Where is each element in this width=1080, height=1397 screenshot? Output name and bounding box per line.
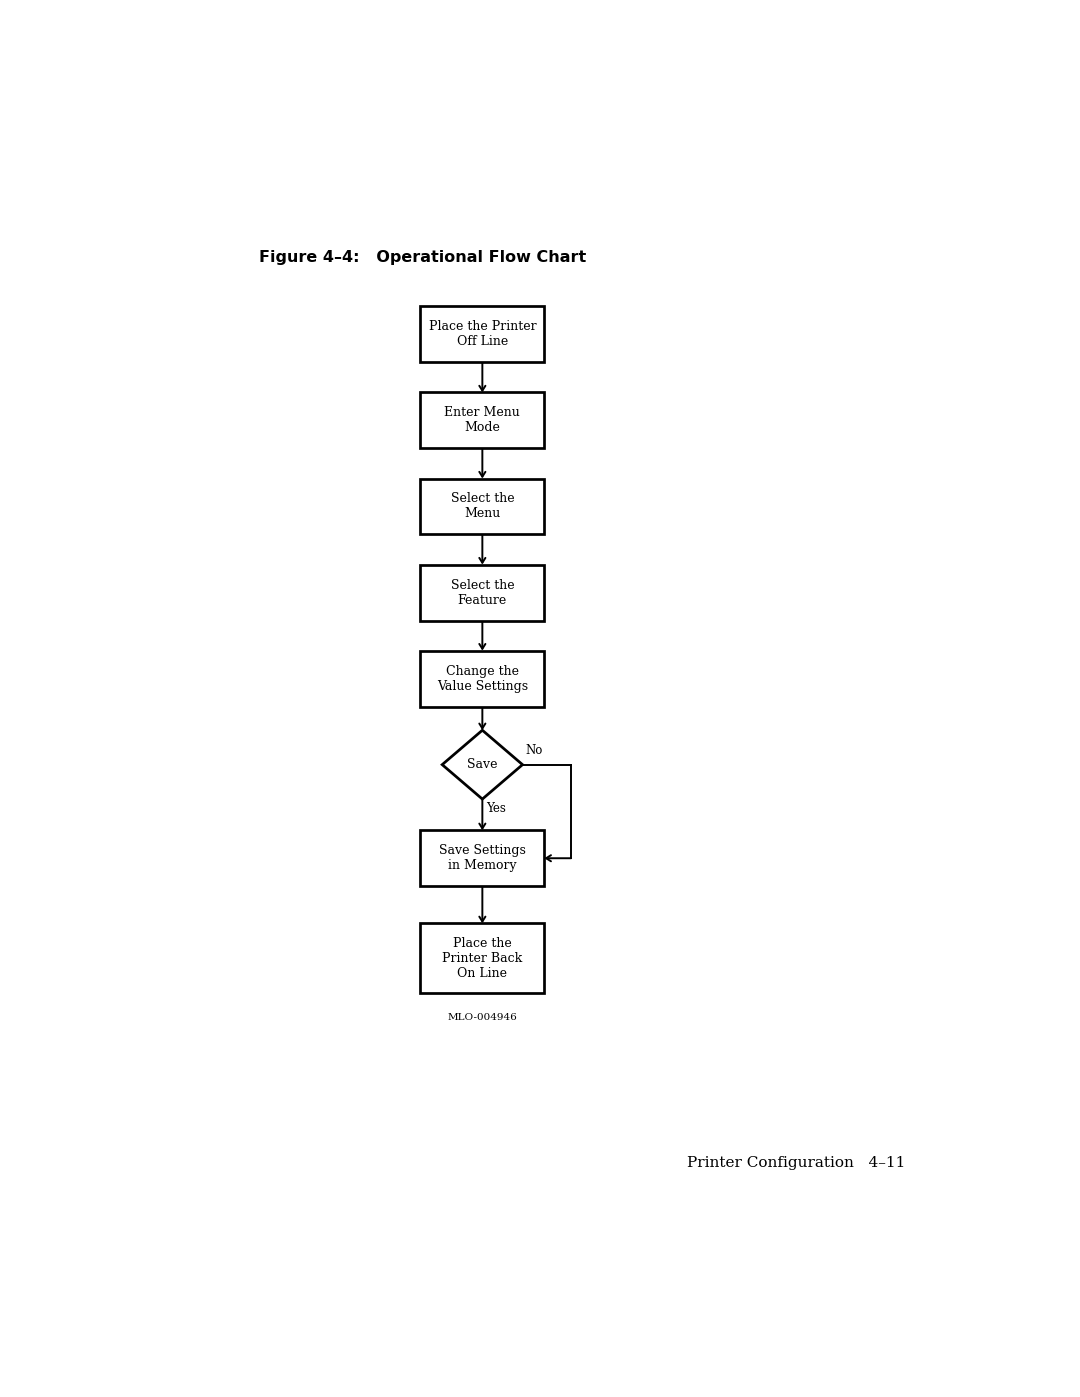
Text: Figure 4–4:   Operational Flow Chart: Figure 4–4: Operational Flow Chart (259, 250, 586, 265)
Text: Place the
Printer Back
On Line: Place the Printer Back On Line (442, 937, 523, 979)
Text: Printer Configuration   4–11: Printer Configuration 4–11 (687, 1157, 905, 1171)
Bar (420, 479, 544, 535)
Bar (420, 923, 544, 993)
Text: Select the
Feature: Select the Feature (450, 578, 514, 606)
Text: Save Settings
in Memory: Save Settings in Memory (438, 844, 526, 872)
Bar (420, 651, 544, 707)
Text: Save: Save (468, 759, 498, 771)
Polygon shape (442, 731, 523, 799)
Text: Yes: Yes (486, 802, 507, 816)
Bar (420, 564, 544, 620)
Text: No: No (526, 745, 543, 757)
Text: Select the
Menu: Select the Menu (450, 493, 514, 521)
Bar (420, 830, 544, 886)
Bar (420, 306, 544, 362)
Bar (420, 393, 544, 448)
Text: Change the
Value Settings: Change the Value Settings (436, 665, 528, 693)
Text: Place the Printer
Off Line: Place the Printer Off Line (429, 320, 536, 348)
Text: Enter Menu
Mode: Enter Menu Mode (445, 407, 521, 434)
Text: MLO-004946: MLO-004946 (447, 1013, 517, 1021)
